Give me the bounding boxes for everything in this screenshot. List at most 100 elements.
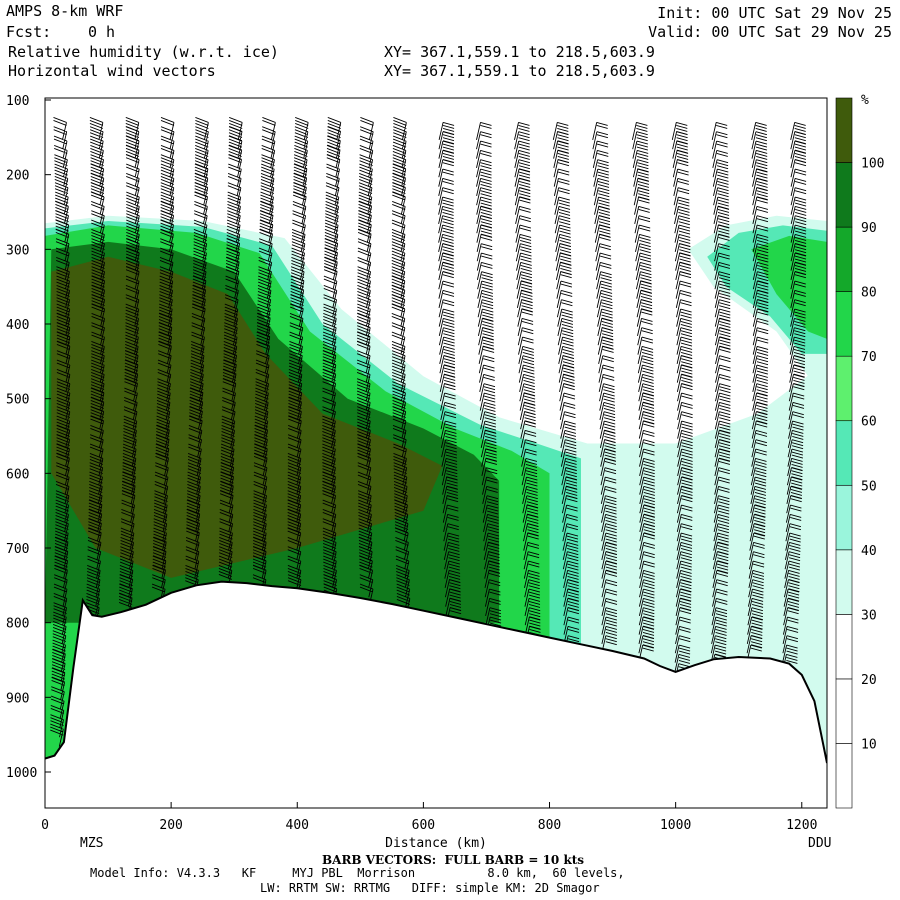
colorbar-label: 80 (861, 286, 877, 301)
colorbar-bin-1 (835, 678, 853, 744)
y-tick-label: 900 (6, 691, 29, 706)
barb-column-1 (86, 116, 106, 626)
x-tick-label: 0 (41, 818, 49, 833)
barb-group (185, 116, 209, 598)
colorbar-label: 40 (861, 544, 877, 559)
plot-frame (44, 97, 828, 809)
colorbar-label: 20 (861, 673, 877, 688)
barb-column-3 (151, 116, 175, 607)
physics-info: LW: RRTM SW: RRTMG DIFF: simple KM: 2D S… (260, 881, 600, 895)
colorbar-bin-4 (835, 484, 853, 551)
barb-column-16 (631, 121, 655, 663)
colorbar-bin-0 (835, 743, 853, 809)
barb-column-0 (50, 116, 71, 747)
xy-range-1: XY= 367.1,559.1 to 218.5,603.9 (384, 43, 655, 61)
barb-column-2 (118, 116, 140, 617)
terrain-outline (45, 580, 827, 764)
x-tick-label: 1000 (660, 818, 691, 833)
fcst-value: 0 h (88, 23, 116, 41)
x-axis-label: Distance (km) (385, 836, 487, 851)
barb-group (514, 121, 541, 645)
y-tick-label: 800 (6, 617, 29, 632)
colorbar-label: 70 (861, 350, 877, 365)
terrain-fill (45, 581, 827, 808)
barb-group (476, 121, 502, 635)
axes: 0 200 400 600 800 1000 1200 100 200 300 400 500 600 7… (6, 94, 817, 833)
barb-column-20 (781, 121, 807, 673)
y-tick-label: 100 (6, 94, 29, 109)
x-tick-label: 400 (286, 818, 309, 833)
barb-group (287, 116, 309, 598)
fcst-label: Fcst: (6, 23, 52, 41)
barb-group (151, 116, 175, 607)
barb-group (438, 121, 462, 626)
barb-column-6 (252, 116, 276, 598)
barb-column-15 (592, 121, 618, 654)
barb-group (710, 121, 731, 673)
model-info: Model Info: V4.3.3 KF MYJ PBL Morrison 8… (90, 866, 625, 880)
colorbar-label: 10 (861, 737, 877, 752)
x-tick-label: 600 (412, 818, 435, 833)
barb-column-18 (710, 121, 731, 673)
barb-column-19 (746, 121, 769, 663)
init-time: Init: 00 UTC Sat 29 Nov 25 (657, 4, 892, 22)
barb-column-5 (218, 116, 243, 589)
y-tick-label: 600 (6, 467, 29, 482)
barb-group (552, 121, 580, 654)
barb-group (252, 116, 276, 598)
barb-column-10 (391, 116, 411, 617)
colorbar-label: 30 (861, 608, 877, 623)
barb-group (86, 116, 106, 626)
barb-group (781, 121, 807, 673)
barb-group (631, 121, 655, 663)
x-tick-label: 1200 (786, 818, 817, 833)
barb-group (218, 116, 243, 589)
barb-group (746, 121, 769, 663)
barb-column-13 (514, 121, 541, 645)
end-station-label: DDU (808, 836, 831, 851)
start-station-label: MZS (80, 836, 103, 851)
y-tick-label: 300 (6, 243, 29, 258)
rh-region-100-7 (51, 256, 443, 578)
barb-note: BARB VECTORS: FULL BARB = 10 kts (322, 853, 585, 867)
barb-group (50, 116, 71, 747)
colorbar-bin-10 (835, 97, 853, 163)
model-title: AMPS 8-km WRF (6, 2, 124, 20)
y-tick-label: 200 (6, 169, 29, 184)
colorbar-bin-9 (835, 162, 853, 228)
y-tick-label: 400 (6, 318, 29, 333)
barb-column-7 (287, 116, 309, 598)
barb-column-11 (438, 121, 462, 626)
barb-group (118, 116, 140, 617)
valid-time: Valid: 00 UTC Sat 29 Nov 25 (648, 23, 892, 41)
x-tick-label: 200 (159, 818, 182, 833)
barb-column-8 (322, 116, 342, 607)
barb-column-17 (671, 121, 693, 682)
barb-column-12 (476, 121, 502, 635)
barb-column-4 (185, 116, 209, 598)
colorbar-label: 90 (861, 221, 877, 236)
colorbar-bin-7 (835, 291, 853, 357)
colorbar-bin-8 (835, 226, 853, 292)
barb-group (391, 116, 411, 617)
x-tick-label: 800 (538, 818, 561, 833)
colorbar-bin-5 (835, 420, 853, 486)
colorbar-label: 50 (861, 479, 877, 494)
colorbar-label: 100 (861, 157, 884, 172)
y-tick-label: 700 (6, 542, 29, 557)
colorbar-label: 60 (861, 415, 877, 430)
terrain (45, 580, 827, 808)
barb-group (592, 121, 618, 654)
y-tick-label: 500 (6, 393, 29, 408)
wind-barbs (50, 116, 807, 747)
field-name-rh: Relative humidity (w.r.t. ice) (8, 43, 279, 61)
barb-group (322, 116, 342, 607)
rh-region-70-5 (751, 235, 827, 339)
barb-column-9 (356, 116, 374, 607)
barb-group (671, 121, 693, 682)
field-name-wind: Horizontal wind vectors (8, 62, 216, 80)
y-tick-label: 1000 (6, 766, 37, 781)
barb-column-14 (552, 121, 580, 654)
colorbar-bin-2 (835, 614, 853, 680)
